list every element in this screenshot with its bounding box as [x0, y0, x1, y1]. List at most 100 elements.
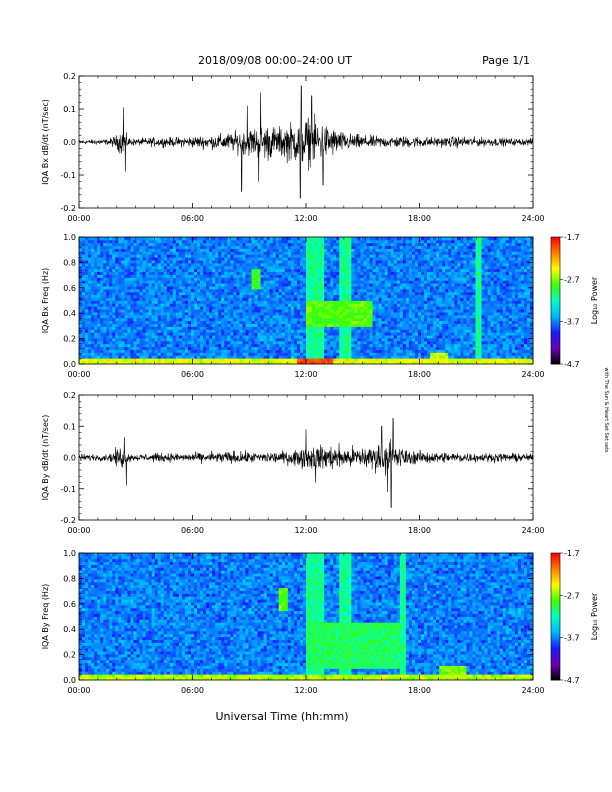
spectrogram-cell — [390, 338, 395, 342]
spectrogram-cell — [318, 254, 322, 258]
spectrogram-cell — [239, 274, 243, 278]
spectrogram-cell — [275, 257, 280, 261]
spectrogram-cell — [354, 352, 358, 356]
spectrogram-cell — [342, 297, 346, 301]
spectrogram-cell — [197, 346, 201, 350]
spectrogram-cell — [281, 257, 286, 261]
spectrogram-cell — [148, 280, 153, 284]
spectrogram-cell — [233, 326, 237, 330]
spectrogram-cell — [375, 349, 380, 353]
spectrogram-cell — [136, 288, 140, 293]
spectrogram-cell — [357, 303, 361, 307]
spectrogram-cell — [224, 239, 228, 244]
spectrogram-cell — [357, 291, 361, 296]
spectrogram-cell — [390, 340, 395, 345]
spectrogram-cell — [278, 340, 283, 345]
spectrogram-cell — [248, 248, 252, 252]
spectrogram-cell — [124, 303, 128, 307]
spectrogram-cell — [333, 329, 337, 333]
spectrogram-cell — [254, 317, 258, 322]
spectrogram-cell — [354, 286, 358, 290]
spectrogram-cell — [139, 343, 143, 348]
spectrogram-cell — [157, 326, 162, 330]
spectrogram-cell — [94, 355, 98, 359]
spectrogram-cell — [151, 323, 156, 327]
spectrogram-cell — [148, 248, 153, 252]
spectrogram-cell — [387, 361, 392, 365]
spectrogram-cell — [254, 257, 258, 261]
spectrogram-cell — [154, 335, 159, 339]
spectrogram-cell — [127, 335, 131, 339]
spectrogram-cell — [345, 300, 349, 304]
spectrogram-cell — [187, 257, 192, 261]
spectrogram-cell — [330, 274, 334, 278]
spectrogram-cell — [296, 242, 301, 247]
spectrogram-cell — [239, 361, 243, 365]
spectrogram-cell — [363, 303, 367, 307]
spectrogram-cell — [121, 297, 125, 301]
spectrogram-cell — [293, 248, 298, 252]
spectrogram-cell — [333, 297, 337, 301]
spectrogram-cell — [360, 358, 364, 362]
spectrogram-cell — [94, 326, 98, 330]
spectrogram-cell — [357, 294, 361, 299]
spectrogram-cell — [275, 280, 280, 284]
spectrogram-cell — [248, 242, 252, 247]
spectrogram-cell — [154, 262, 159, 267]
spectrogram-cell — [118, 320, 122, 324]
spectrogram-cell — [351, 277, 355, 281]
spectrogram-cell — [209, 343, 213, 348]
spectrogram-cell — [293, 346, 298, 350]
spectrogram-cell — [109, 286, 113, 290]
spectrogram-cell — [387, 260, 392, 264]
spectrogram-cell — [336, 245, 340, 249]
spectrogram-cell — [293, 262, 298, 267]
spectrogram-cell — [309, 265, 313, 270]
spectrogram-cell — [221, 297, 225, 301]
spectrogram-cell — [187, 283, 192, 287]
spectrogram-cell — [103, 283, 107, 287]
spectrogram-cell — [142, 254, 146, 258]
spectrogram-cell — [312, 314, 316, 319]
spectrogram-cell — [278, 352, 283, 356]
spectrogram-cell — [230, 349, 234, 353]
spectrogram-cell — [151, 251, 156, 255]
spectrogram-cell — [339, 291, 343, 296]
spectrogram-cell — [251, 271, 255, 275]
spectrogram-cell — [133, 257, 137, 261]
spectrogram-cell — [260, 332, 265, 336]
spectrogram-cell — [133, 265, 137, 270]
spectrogram-cell — [97, 254, 101, 258]
spectrogram-cell — [106, 277, 110, 281]
spectrogram-cell — [203, 297, 207, 301]
spectrogram-cell — [272, 326, 277, 330]
spectrogram-cell — [275, 288, 280, 293]
spectrogram-cell — [139, 300, 143, 304]
spectrogram-cell — [278, 306, 283, 310]
spectrogram-cell — [236, 280, 240, 284]
spectrogram-cell — [321, 338, 325, 342]
spectrogram-cell — [136, 320, 140, 324]
spectrogram-cell — [209, 271, 213, 275]
spectrogram-cell — [315, 306, 319, 310]
spectrogram-cell — [115, 338, 119, 342]
spectrogram-cell — [351, 300, 355, 304]
spectrogram-cell — [148, 297, 153, 301]
spectrogram-cell — [393, 312, 398, 316]
spectrogram-cell — [112, 265, 116, 270]
spectrogram-cell — [330, 297, 334, 301]
spectrogram-cell — [242, 274, 246, 278]
spectrogram-cell — [209, 361, 213, 365]
spectrogram-cell — [336, 317, 340, 322]
spectrogram-cell — [115, 242, 119, 247]
spectrogram-cell — [324, 277, 328, 281]
spectrogram-cell — [387, 277, 392, 281]
spectrogram-cell — [242, 314, 246, 319]
spectrogram-cell — [269, 314, 274, 319]
spectrogram-cell — [269, 355, 274, 359]
spectrogram-cell — [148, 239, 153, 244]
spectrogram-cell — [221, 346, 225, 350]
spectrogram-cell — [172, 288, 177, 293]
spectrogram-cell — [103, 286, 107, 290]
